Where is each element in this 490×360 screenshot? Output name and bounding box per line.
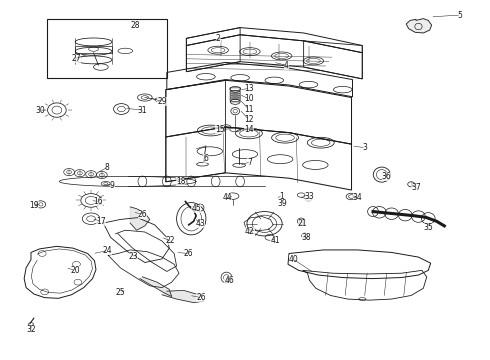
Text: 45: 45: [191, 204, 201, 213]
Text: 20: 20: [70, 266, 80, 275]
Text: 18: 18: [176, 177, 185, 186]
Text: 17: 17: [96, 217, 106, 226]
Text: 16: 16: [94, 197, 103, 206]
Text: 40: 40: [289, 255, 299, 264]
Text: 26: 26: [138, 210, 147, 219]
Text: 6: 6: [203, 154, 208, 163]
Text: 30: 30: [36, 105, 46, 114]
Text: 26: 26: [184, 249, 194, 258]
Text: 10: 10: [244, 94, 254, 103]
Text: 44: 44: [222, 193, 232, 202]
Text: 43: 43: [195, 219, 205, 228]
Text: 12: 12: [244, 115, 254, 124]
Text: 3: 3: [362, 143, 367, 152]
Text: 7: 7: [247, 158, 252, 167]
Text: 21: 21: [298, 219, 307, 228]
Text: 2: 2: [216, 34, 220, 43]
Text: 31: 31: [138, 105, 147, 114]
Text: 8: 8: [105, 163, 110, 172]
Text: 15: 15: [215, 125, 224, 134]
Text: 14: 14: [244, 125, 254, 134]
Text: 24: 24: [102, 246, 112, 255]
Text: 28: 28: [130, 21, 140, 30]
Text: 11: 11: [244, 105, 254, 114]
Text: 9: 9: [110, 181, 115, 190]
Bar: [47, 19, 167, 78]
Text: 32: 32: [26, 325, 36, 334]
Text: 19: 19: [29, 201, 39, 210]
Text: 23: 23: [129, 252, 138, 261]
Text: 34: 34: [352, 193, 362, 202]
Text: 37: 37: [411, 183, 421, 192]
Text: 1: 1: [279, 192, 284, 201]
Text: 46: 46: [224, 276, 234, 285]
Polygon shape: [162, 291, 203, 303]
Text: 5: 5: [458, 10, 463, 19]
Text: 29: 29: [157, 96, 167, 105]
Text: 38: 38: [302, 233, 311, 242]
Text: 33: 33: [305, 192, 315, 201]
Text: 4: 4: [284, 61, 289, 70]
Text: 26: 26: [196, 293, 206, 302]
Text: 41: 41: [270, 237, 280, 246]
Polygon shape: [130, 207, 150, 230]
Text: 27: 27: [72, 54, 81, 63]
Text: 22: 22: [166, 237, 175, 246]
Text: 42: 42: [245, 228, 255, 237]
Text: 13: 13: [244, 84, 254, 93]
Polygon shape: [406, 19, 432, 33]
Text: 25: 25: [116, 288, 125, 297]
Polygon shape: [140, 277, 172, 297]
Text: 36: 36: [382, 172, 392, 181]
Text: 39: 39: [278, 199, 288, 208]
Text: 35: 35: [423, 223, 433, 232]
